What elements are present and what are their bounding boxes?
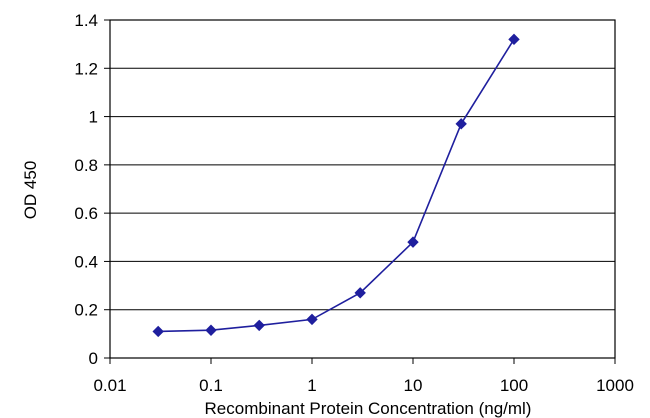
y-tick-label: 1.4 bbox=[74, 11, 98, 30]
y-tick-label: 0.8 bbox=[74, 156, 98, 175]
series-line bbox=[158, 38, 515, 333]
data-point-marker bbox=[306, 313, 318, 326]
gridlines bbox=[110, 67, 615, 311]
y-axis-label: OD 450 bbox=[21, 161, 40, 220]
x-tick-label: 100 bbox=[500, 376, 528, 395]
data-point-marker bbox=[205, 324, 217, 336]
x-tick-label: 1000 bbox=[596, 376, 634, 395]
plot-area bbox=[109, 19, 616, 359]
y-tick-label: 0.4 bbox=[74, 252, 98, 271]
data-point-marker bbox=[152, 325, 164, 338]
x-axis-label: Recombinant Protein Concentration (ng/ml… bbox=[205, 399, 532, 418]
x-tick-label: 1 bbox=[307, 376, 316, 395]
data-point-marker bbox=[455, 118, 467, 130]
x-tick-label: 0.1 bbox=[199, 376, 223, 395]
x-tick-label: 0.01 bbox=[93, 376, 126, 395]
y-axis-tick-labels: 0 0.2 0.4 0.6 0.8 1 1.2 1.4 bbox=[74, 11, 110, 368]
data-point-marker bbox=[354, 287, 366, 299]
y-tick-label: 1 bbox=[89, 108, 98, 127]
y-tick-label: 1.2 bbox=[74, 59, 98, 78]
data-point-marker bbox=[407, 236, 419, 248]
x-tick-label: 10 bbox=[404, 376, 423, 395]
x-axis-tick-labels: 0.01 0.1 1 10 100 1000 bbox=[93, 358, 634, 395]
y-tick-label: 0 bbox=[89, 349, 98, 368]
data-series bbox=[152, 33, 520, 338]
data-point-marker bbox=[508, 33, 520, 46]
data-point-marker bbox=[253, 319, 265, 332]
y-tick-label: 0.6 bbox=[74, 204, 98, 223]
y-tick-label: 0.2 bbox=[74, 301, 98, 320]
